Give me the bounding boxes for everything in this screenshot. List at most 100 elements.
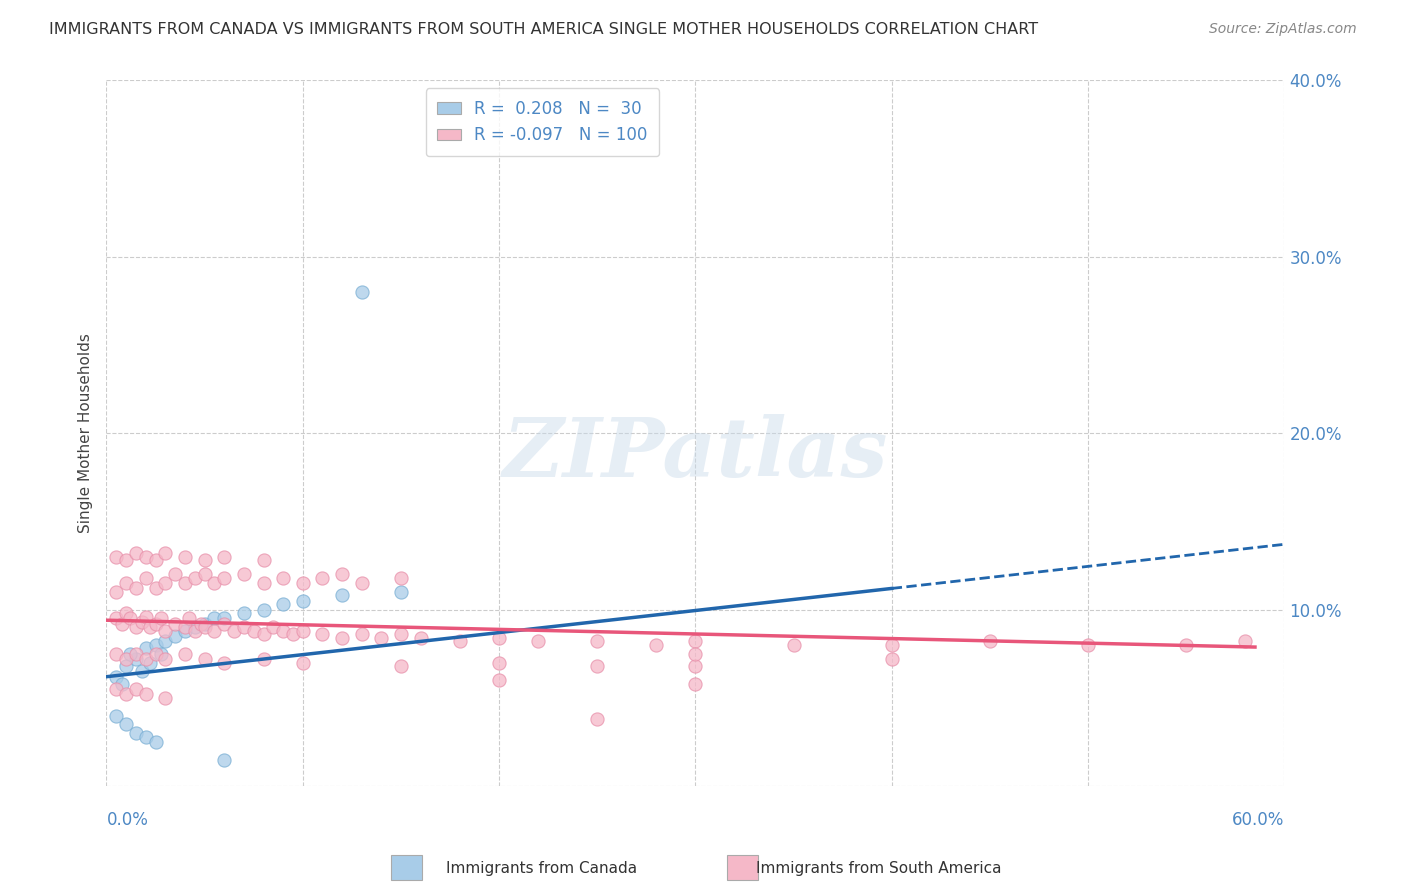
Point	[115, 687, 138, 701]
Point	[131, 665, 153, 679]
Point	[252, 553, 274, 567]
Point	[135, 687, 157, 701]
Point	[389, 571, 412, 585]
Point	[135, 730, 157, 744]
Point	[145, 735, 167, 749]
Point	[138, 620, 160, 634]
Point	[155, 690, 177, 705]
Point	[174, 549, 197, 564]
Point	[165, 629, 187, 643]
Point	[232, 567, 254, 582]
Point	[194, 652, 217, 666]
Point	[184, 620, 207, 634]
Point	[131, 615, 153, 629]
Point	[252, 627, 274, 641]
Point	[145, 582, 167, 596]
Point	[115, 553, 138, 567]
Text: ZIPatlas: ZIPatlas	[503, 414, 889, 494]
Text: Immigrants from South America: Immigrants from South America	[756, 861, 1001, 876]
Point	[115, 652, 138, 666]
Point	[125, 652, 148, 666]
Point	[118, 611, 141, 625]
Point	[389, 659, 412, 673]
Point	[135, 549, 157, 564]
Point	[184, 624, 207, 638]
Point	[194, 620, 217, 634]
Point	[291, 656, 314, 670]
Point	[105, 670, 128, 684]
Point	[115, 717, 138, 731]
Point	[389, 585, 412, 599]
Point	[204, 611, 226, 625]
Point	[291, 624, 314, 638]
Point	[145, 616, 167, 631]
Point	[194, 616, 217, 631]
Point	[125, 681, 148, 696]
Point	[105, 585, 128, 599]
Point	[271, 571, 294, 585]
Point	[350, 627, 373, 641]
Point	[242, 624, 264, 638]
Point	[145, 553, 167, 567]
Point	[214, 656, 236, 670]
Point	[586, 659, 609, 673]
Point	[252, 602, 274, 616]
Point	[135, 652, 157, 666]
Point	[155, 546, 177, 560]
Point	[125, 726, 148, 740]
Point	[350, 285, 373, 299]
Point	[111, 616, 134, 631]
Point	[115, 659, 138, 673]
Point	[330, 589, 353, 603]
Point	[145, 647, 167, 661]
Point	[330, 567, 353, 582]
Point	[165, 616, 187, 631]
Text: 60.0%: 60.0%	[1232, 811, 1285, 829]
Point	[370, 631, 392, 645]
Point	[155, 576, 177, 591]
Point	[488, 631, 510, 645]
Point	[586, 712, 609, 726]
Point	[174, 576, 197, 591]
Point	[150, 647, 173, 661]
Point	[222, 624, 245, 638]
Point	[311, 627, 333, 641]
Point	[271, 597, 294, 611]
Point	[880, 638, 903, 652]
Point	[214, 611, 236, 625]
Point	[389, 627, 412, 641]
Point	[155, 634, 177, 648]
Point	[262, 620, 284, 634]
Point	[214, 571, 236, 585]
Point	[232, 606, 254, 620]
Text: Immigrants from Canada: Immigrants from Canada	[446, 861, 637, 876]
Point	[174, 647, 197, 661]
Point	[291, 594, 314, 608]
Point	[174, 620, 197, 634]
Point	[105, 549, 128, 564]
Point	[214, 549, 236, 564]
Point	[214, 616, 236, 631]
Point	[252, 576, 274, 591]
Point	[155, 652, 177, 666]
Point	[145, 638, 167, 652]
Point	[271, 624, 294, 638]
Point	[125, 620, 148, 634]
Point	[138, 656, 160, 670]
Point	[174, 624, 197, 638]
Point	[135, 641, 157, 656]
Point	[685, 647, 707, 661]
Point	[190, 616, 212, 631]
Point	[125, 647, 148, 661]
Point	[177, 611, 200, 625]
Point	[281, 627, 304, 641]
Point	[204, 576, 226, 591]
Point	[1234, 634, 1257, 648]
Point	[586, 634, 609, 648]
Point	[685, 634, 707, 648]
Legend: R =  0.208   N =  30, R = -0.097   N = 100: R = 0.208 N = 30, R = -0.097 N = 100	[426, 88, 659, 156]
Point	[204, 624, 226, 638]
Point	[105, 681, 128, 696]
Y-axis label: Single Mother Households: Single Mother Households	[79, 333, 93, 533]
Point	[105, 647, 128, 661]
